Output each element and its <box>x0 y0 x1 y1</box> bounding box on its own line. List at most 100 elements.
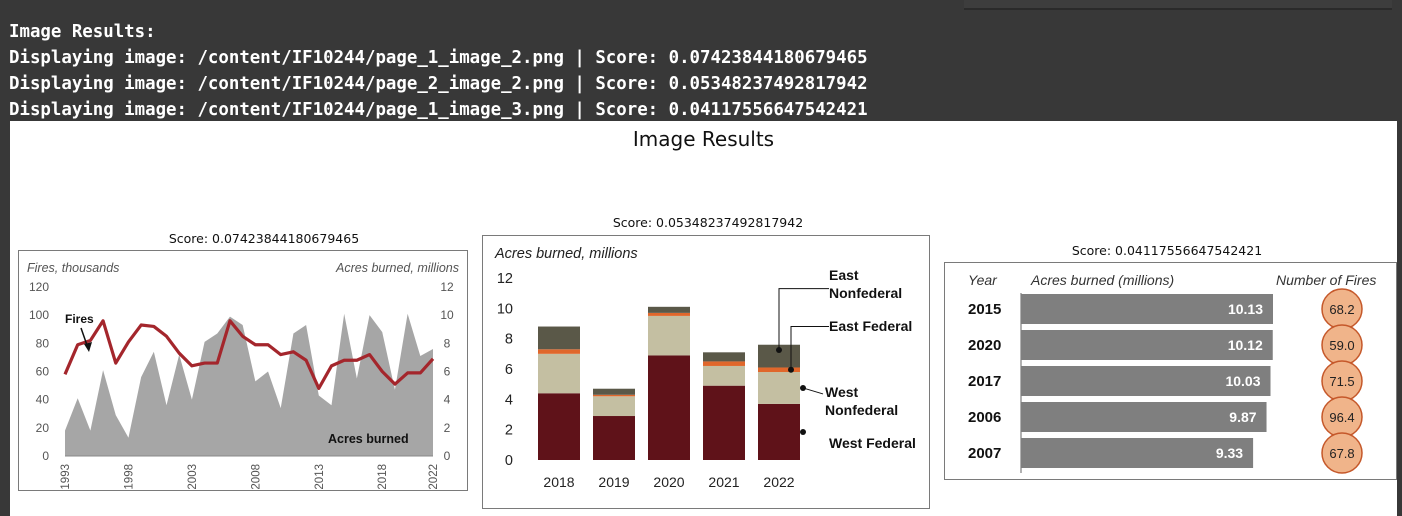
console-heading: Image Results: <box>9 22 156 42</box>
acres-burned-area <box>65 313 433 456</box>
fires-acres-svg: Fires, thousands Acres burned, millions02… <box>27 261 459 490</box>
bar-value-label: 9.33 <box>1216 445 1243 461</box>
bar-segment <box>703 352 745 362</box>
panel-title: Score: 0.04117556647542421 <box>1071 243 1263 258</box>
acres-bar <box>1021 330 1273 360</box>
bar-value-label: 10.13 <box>1228 301 1263 317</box>
right-tick-label: 10 <box>440 308 454 322</box>
bar-segment <box>593 396 635 417</box>
bar-segment <box>538 349 580 354</box>
legend-west-nonfederal-line2: Nonfederal <box>825 402 898 418</box>
header-acres: Acres burned (millions) <box>1030 272 1174 288</box>
bar-value-label: 9.87 <box>1229 409 1256 425</box>
leader-dot <box>788 366 794 373</box>
right-tick-label: 8 <box>444 336 451 350</box>
fires-acres-chart: Fires, thousands Acres burned, millions 0 2… <box>18 250 468 491</box>
y-axis-label: Acres burned, millions <box>494 246 638 262</box>
bar-segment <box>648 306 690 313</box>
bar-segment <box>758 367 800 373</box>
fires-annotation: Fires <box>65 312 94 326</box>
legend-east-nonfederal-line2: Nonfederal <box>829 285 902 301</box>
legend-west-federal: West Federal <box>829 435 916 451</box>
leader-west-nonfederal <box>802 387 824 395</box>
y-tick-label: 2 <box>505 423 513 439</box>
year-label: 2006 <box>968 409 1001 426</box>
y-tick-label: 10 <box>497 301 513 317</box>
left-tick-label: 100 <box>29 308 49 322</box>
bar-segment <box>538 353 580 394</box>
x-tick-label: 2022 <box>763 474 794 490</box>
bar-segment <box>593 416 635 460</box>
top-years-svg: Year Acres burned (millions) Number of Fir… <box>968 272 1376 474</box>
x-tick-label: 2013 <box>314 464 326 490</box>
acres-bar <box>1021 438 1254 468</box>
legend-east-federal: East Federal <box>829 318 912 334</box>
bar-segment <box>593 388 635 395</box>
fires-line <box>63 319 435 390</box>
fires-value: 67.8 <box>1329 446 1354 461</box>
console-line: Displaying image: /content/IF10244/page_… <box>9 48 868 68</box>
header-fires: Number of Fires <box>1276 272 1376 288</box>
bar-segment <box>758 344 800 368</box>
leader-dot <box>800 428 806 435</box>
console-text: Image Results: Displaying image: /conten… <box>9 19 868 123</box>
bar-segment <box>758 403 800 460</box>
console-output: Image Results: Displaying image: /conten… <box>0 0 1402 121</box>
panel-title: Score: 0.05348237492817942 <box>612 215 804 230</box>
console-line: Displaying image: /content/IF10244/page_… <box>9 74 868 94</box>
left-tick-label: 0 <box>42 449 49 463</box>
right-axis-label: Acres burned, millions <box>335 261 459 275</box>
x-tick-label: 1998 <box>123 464 135 490</box>
year-label: 2015 <box>968 301 1001 318</box>
acres-ownership-chart: Acres burned, millions 0 2 4 6 8 10 12 2018 2019 2… <box>482 235 930 509</box>
x-tick-label: 2022 <box>428 464 440 490</box>
bar-segment <box>703 385 745 460</box>
bar-segment <box>538 326 580 350</box>
right-tick-label: 6 <box>444 365 451 379</box>
bar-segment <box>648 312 690 316</box>
right-tick-label: 0 <box>444 449 451 463</box>
acres-bar <box>1021 294 1273 324</box>
bar-segment <box>538 393 580 460</box>
bar-segment <box>648 355 690 460</box>
y-tick-label: 12 <box>497 271 513 287</box>
leader-dot <box>776 347 782 354</box>
leader-east-federal <box>790 326 829 370</box>
leader-dot <box>800 384 806 391</box>
left-tick-label: 40 <box>36 393 50 407</box>
scroll-bar[interactable] <box>964 0 1392 10</box>
right-tick-label: 2 <box>444 421 451 435</box>
y-tick-label: 4 <box>505 392 513 408</box>
right-tick-label: 4 <box>444 393 451 407</box>
top-years-chart: Year Acres burned (millions) Number of Fir… <box>944 262 1397 480</box>
year-label: 2017 <box>968 373 1001 390</box>
panel-title: Score: 0.07423844180679465 <box>168 231 360 246</box>
year-label: 2020 <box>968 337 1001 354</box>
bar-segment <box>703 361 745 366</box>
y-tick-label: 8 <box>505 332 513 348</box>
console-line: Displaying image: /content/IF10244/page_… <box>9 100 868 120</box>
y-tick-label: 0 <box>505 453 513 469</box>
left-tick-label: 80 <box>36 336 50 350</box>
bar-value-label: 10.12 <box>1228 337 1263 353</box>
x-tick-label: 2008 <box>250 464 262 490</box>
x-tick-label: 2018 <box>377 464 389 490</box>
figure-title: Image Results <box>632 127 775 151</box>
x-tick-label: 2003 <box>187 464 199 490</box>
fires-circle <box>1321 432 1363 474</box>
bar-segment <box>593 394 635 397</box>
leader-east-nonfederal <box>778 288 829 351</box>
acres-annotation: Acres burned <box>328 432 409 446</box>
legend-west-nonfederal-line1: West <box>825 384 859 400</box>
left-tick-label: 20 <box>36 421 50 435</box>
fires-value: 71.5 <box>1329 374 1354 389</box>
figure-output: Image Results Score: 0.07423844180679465… <box>10 121 1397 516</box>
x-tick-label: 2019 <box>598 474 629 490</box>
bar-value-label: 10.03 <box>1225 373 1260 389</box>
x-tick-label: 2021 <box>708 474 739 490</box>
acres-ownership-svg: Acres burned, millions 0 2 4 6 8 10 12 2018 2019 2… <box>494 246 916 490</box>
left-axis-label: Fires, thousands <box>27 261 119 275</box>
fires-value: 59.0 <box>1329 338 1354 353</box>
year-label: 2007 <box>968 445 1001 462</box>
header-year: Year <box>968 272 998 288</box>
